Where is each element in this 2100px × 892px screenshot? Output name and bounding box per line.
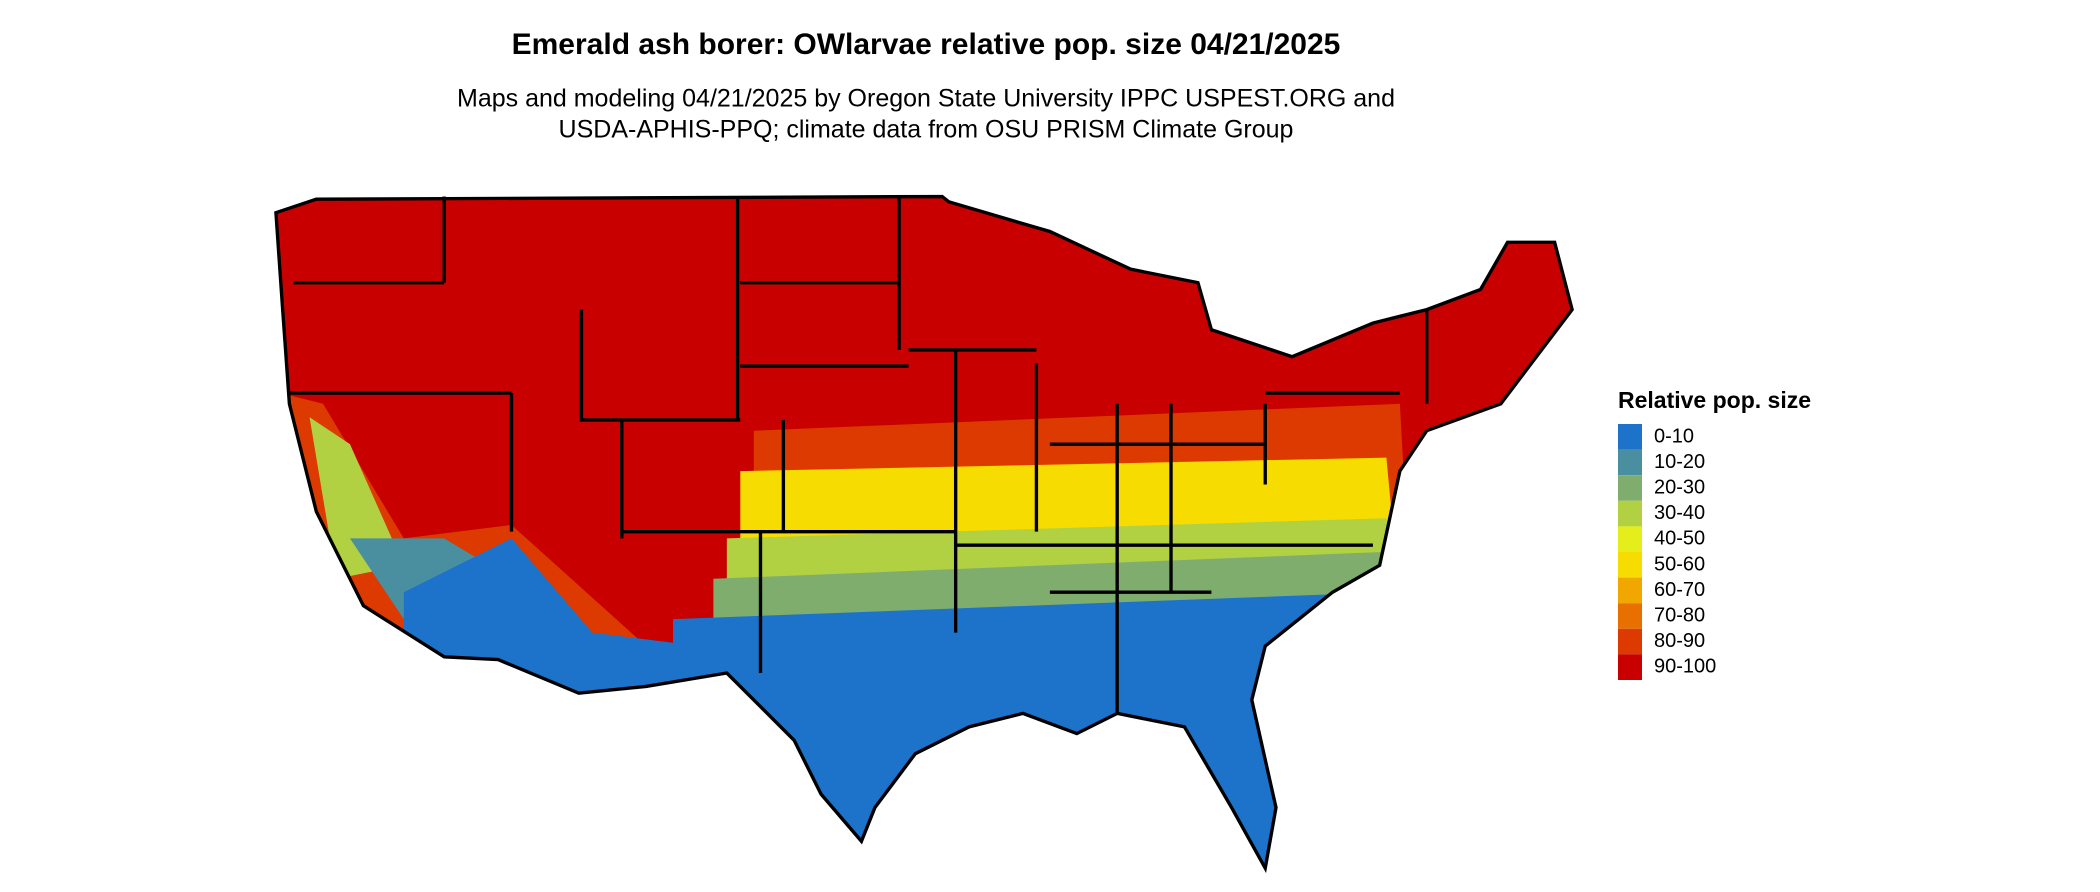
subtitle: Maps and modeling 04/21/2025 by Oregon S… <box>457 85 1395 113</box>
legend-swatch <box>1618 449 1642 476</box>
legend-swatch <box>1618 603 1642 629</box>
legend-title: Relative pop. size <box>1618 387 1811 413</box>
legend-swatch <box>1618 475 1642 501</box>
legend-label: 80-90 <box>1654 630 1705 652</box>
subtitle: USDA-APHIS-PPQ; climate data from OSU PR… <box>559 116 1294 144</box>
region <box>275 390 647 647</box>
legend-swatch <box>1618 577 1642 604</box>
legend-swatch <box>1618 500 1642 527</box>
legend-label: 20-30 <box>1654 476 1705 498</box>
region <box>672 592 1427 869</box>
legend-swatch <box>1618 628 1642 655</box>
legend-label: 40-50 <box>1654 528 1705 550</box>
legend-swatch <box>1618 424 1642 450</box>
legend-swatch <box>1618 654 1642 680</box>
legend-swatch <box>1618 526 1642 552</box>
map-fill <box>275 196 1573 869</box>
legend-label: 0-10 <box>1654 425 1694 447</box>
legend-label: 60-70 <box>1654 579 1705 601</box>
legend-label: 70-80 <box>1654 604 1705 626</box>
legend-label: 10-20 <box>1654 451 1705 473</box>
title: Emerald ash borer: OWlarvae relative pop… <box>512 28 1341 61</box>
legend: 0-10 10-20 20-30 30-40 40-50 50-60 60-70 70-80 8… <box>1618 424 1716 680</box>
state-lines <box>274 194 1574 874</box>
legend-label: 30-40 <box>1654 502 1705 524</box>
legend-label: 90-100 <box>1654 656 1716 678</box>
legend-label: 50-60 <box>1654 553 1705 575</box>
legend-swatch <box>1618 552 1642 578</box>
map <box>274 194 1574 874</box>
